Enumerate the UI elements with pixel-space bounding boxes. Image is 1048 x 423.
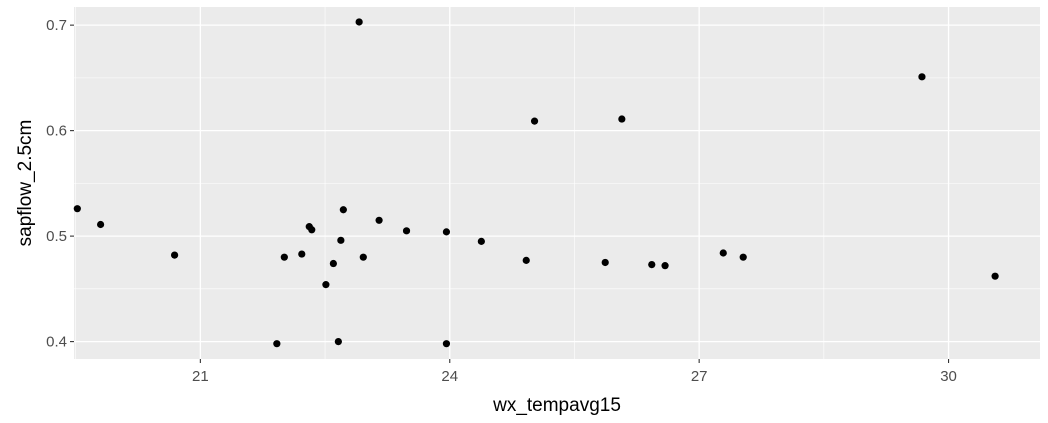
data-point xyxy=(442,228,451,236)
data-point xyxy=(322,281,330,289)
data-point xyxy=(308,226,316,234)
data-point xyxy=(273,340,281,348)
data-point xyxy=(618,115,626,123)
data-point xyxy=(359,253,367,261)
data-point xyxy=(918,73,926,81)
y-tick-label: 0.5 xyxy=(46,228,67,245)
data-point xyxy=(337,236,345,244)
data-point xyxy=(298,250,306,258)
data-point xyxy=(375,216,383,224)
data-point xyxy=(601,258,609,267)
y-tick-label: 0.7 xyxy=(46,17,67,34)
data-point xyxy=(170,251,179,259)
x-axis-tick-labels: 21 24 27 30 xyxy=(192,368,957,385)
y-tick-label: 0.4 xyxy=(46,334,67,351)
data-point xyxy=(339,206,347,214)
x-tick-label: 24 xyxy=(441,368,458,385)
major-gridlines xyxy=(74,7,1040,359)
x-axis-title: wx_tempavg15 xyxy=(492,395,621,416)
data-point xyxy=(73,205,81,213)
y-axis-tick-labels: 0.4 0.5 0.6 0.7 xyxy=(46,17,67,350)
data-point xyxy=(329,259,337,268)
x-tick-label: 27 xyxy=(691,368,708,385)
data-point xyxy=(661,262,669,270)
data-point xyxy=(442,340,451,348)
data-point xyxy=(719,249,727,257)
data-point xyxy=(334,337,342,346)
data-point xyxy=(477,237,485,245)
x-tick-label: 21 xyxy=(192,368,209,385)
data-point xyxy=(991,272,999,280)
data-point xyxy=(402,227,411,235)
minor-gridlines xyxy=(74,7,1040,359)
data-point xyxy=(739,253,747,261)
data-point xyxy=(648,260,656,269)
data-point xyxy=(355,18,363,26)
data-point xyxy=(522,256,530,264)
data-point xyxy=(97,220,105,229)
data-point xyxy=(530,117,539,125)
data-point xyxy=(280,253,288,261)
y-tick-label: 0.6 xyxy=(46,123,67,140)
y-axis-title: sapflow_2.5cm xyxy=(15,120,36,247)
axis-ticks xyxy=(70,24,950,363)
x-tick-label: 30 xyxy=(940,368,957,385)
plot-panel xyxy=(74,7,1040,359)
data-points xyxy=(73,18,999,348)
